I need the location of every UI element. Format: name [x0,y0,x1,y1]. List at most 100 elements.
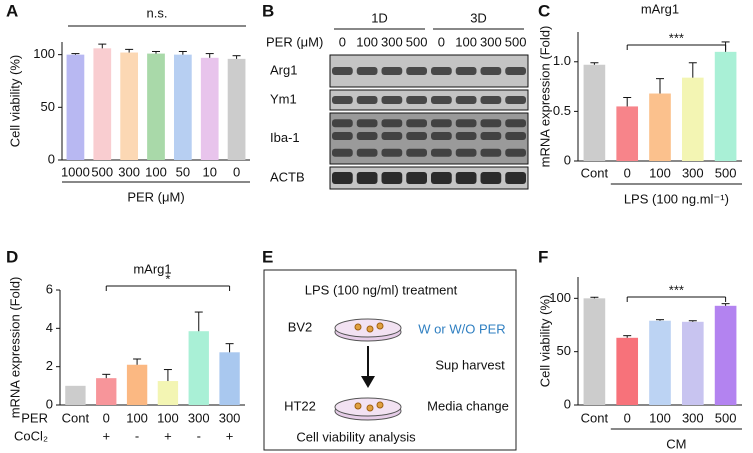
blot-band [406,67,427,75]
blot-band [356,172,378,184]
protein-label: Arg1 [270,62,297,77]
blot-band [381,119,403,128]
bar [120,52,139,160]
bar [616,337,639,405]
blot-band [332,131,353,140]
panel-label: B [262,1,274,20]
x-tick-label: - [197,428,201,443]
bar [219,352,240,405]
bar [649,320,671,405]
blot-band [505,131,526,140]
x-tick-label: 300 [118,164,140,179]
x-tick-label: Cont [581,410,609,425]
blot-band [505,119,526,128]
y-tick-label: 0 [564,396,571,411]
blot-band [332,148,353,157]
x-tick-label: 300 [682,410,704,425]
blot-band [480,96,502,104]
blot-band [505,67,526,75]
blot-band [455,148,477,157]
x-tick-label: 500 [715,410,737,425]
bar [583,298,606,405]
blot-background [329,166,529,190]
x-tick-label: 500 [91,164,113,179]
row-label: PER (μM) [266,34,323,49]
bar [200,57,219,160]
x-axis-label: LPS (100 ng.ml⁻¹) [624,191,729,206]
blot-band [356,67,378,75]
step-label: Media change [427,398,509,413]
blot-band [332,96,353,104]
x-tick-label: 0 [624,410,631,425]
schematic-footer: Cell viability analysis [296,429,416,444]
blot-band [480,148,502,157]
dish [334,318,402,342]
blot-band [431,96,452,104]
x-axis-label: CM [666,436,686,451]
panel-label: F [538,247,548,266]
chart-title: mArg1 [641,1,679,16]
x-tick-label: 100 [649,410,671,425]
schematic-box [263,269,517,451]
blot-band [480,131,502,140]
lane-label: 100 [356,34,378,49]
x-tick-label: Cont [62,410,90,425]
y-tick-label: 0 [48,151,55,166]
blot-band [431,67,452,75]
blot-band [505,96,526,104]
x-tick-label: Cont [581,165,609,180]
panel-label: D [6,247,18,266]
blot-band [431,148,452,157]
blot-band [332,67,353,75]
lane-label: 500 [406,34,428,49]
lane-label: 100 [455,34,477,49]
x-tick-label: + [102,428,110,443]
blot-band [406,119,427,128]
y-tick-label: 1.0 [553,53,571,68]
panel-label: A [6,1,18,20]
bar [649,93,671,161]
blot-band [406,96,427,104]
significance-label: *** [669,282,684,297]
blot-band [332,172,353,184]
blot-band [455,119,477,128]
x-tick-label: 50 [176,164,190,179]
blot-band [505,172,526,184]
schematic-title: LPS (100 ng/ml) treatment [305,282,458,297]
blot-band [431,131,452,140]
lane-label: 500 [505,34,527,49]
x-tick-label: 100 [649,165,671,180]
bar [66,54,85,161]
blot-band [505,148,526,157]
x-tick-label: 300 [188,410,210,425]
y-tick-label: 0 [564,152,571,167]
blot-band [480,67,502,75]
blot-band [356,96,378,104]
bar [681,77,704,161]
protein-label: ACTB [270,169,305,184]
bar [714,305,737,405]
x-tick-label: 0 [624,165,631,180]
blot-band [381,131,403,140]
blot-band [431,119,452,128]
blot-band [356,148,378,157]
y-tick-label: 0 [46,396,53,411]
x-tick-label: 0 [103,410,110,425]
x-tick-label: 10 [202,164,216,179]
group-label: 1D [371,10,388,25]
group-label: 3D [470,10,487,25]
y-tick-label: 2 [46,358,53,373]
bar [188,331,209,405]
treatment-label: W or W/O PER [418,321,505,336]
significance-label: * [165,271,170,286]
panel-label: E [262,247,273,266]
lane-label: 0 [339,34,346,49]
panel-label: C [538,1,550,20]
y-tick-label: 0.5 [553,103,571,118]
blot-background [329,89,529,111]
significance-label: n.s. [147,5,168,20]
bar [227,58,246,160]
lane-label: 0 [438,34,445,49]
bar [126,364,148,405]
